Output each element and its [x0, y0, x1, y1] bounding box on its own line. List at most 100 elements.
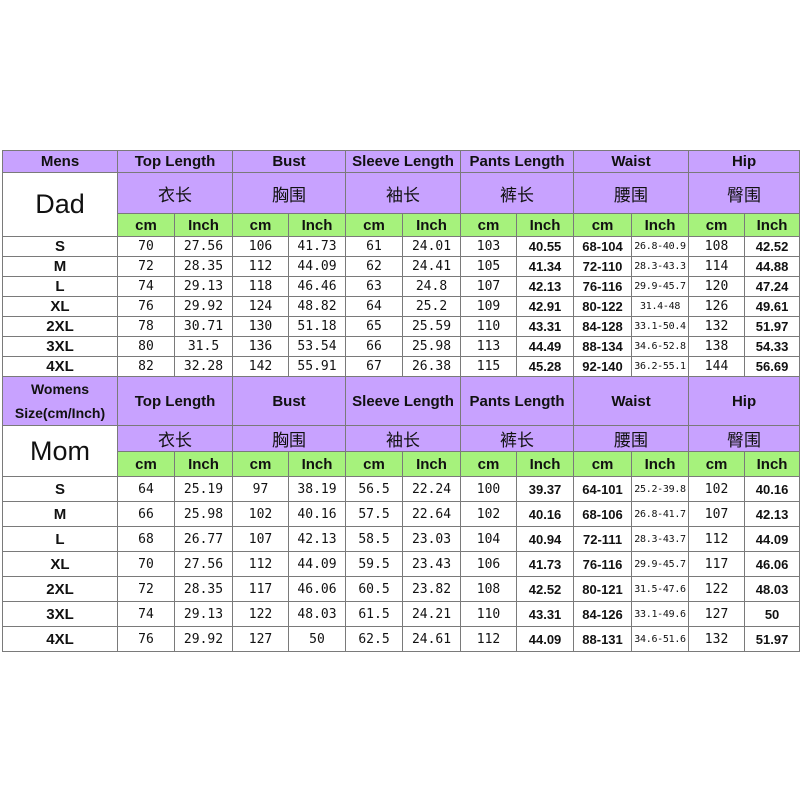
unit-header: cm	[460, 451, 518, 477]
value-cell: 23.03	[401, 526, 462, 552]
value-cell: 25.2	[401, 296, 462, 317]
value-cell: 122	[688, 576, 746, 602]
table-row: 3XL 80 31.5 136 53.54 66 25.98 113 44.49 88-134 34…	[2, 336, 800, 357]
column-header-cn: 袖长	[344, 425, 462, 452]
value-cell: 46.06	[288, 576, 346, 602]
womens-label-line2: Size(cm/Inch)	[14, 405, 106, 421]
value-cell: 72-111	[573, 526, 633, 552]
value-cell: 42.91	[516, 296, 575, 317]
value-cell: 42.13	[744, 501, 800, 527]
unit-header: Inch	[516, 213, 575, 237]
value-cell: 138	[688, 336, 746, 357]
unit-header: cm	[460, 213, 518, 237]
table-row: M 66 25.98 102 40.16 57.5 22.64 102 40.16 68-106 2…	[2, 501, 800, 527]
table-row: 4XL 82 32.28 142 55.91 67 26.38 115 45.28 92-140 3…	[2, 356, 800, 377]
value-cell: 112	[460, 626, 518, 652]
value-cell: 28.3-43.7	[631, 526, 690, 552]
value-cell: 120	[688, 276, 746, 297]
value-cell: 132	[688, 316, 746, 337]
value-cell: 74	[117, 276, 175, 297]
table-row: XL 76 29.92 124 48.82 64 25.2 109 42.91 80-122 31.…	[2, 296, 800, 317]
size-label: M	[2, 256, 118, 277]
unit-header: cm	[232, 213, 289, 237]
value-cell: 25.98	[174, 501, 233, 527]
value-cell: 70	[117, 551, 175, 577]
column-header: Bust	[232, 150, 346, 173]
value-cell: 29.13	[174, 276, 233, 297]
value-cell: 50	[288, 626, 346, 652]
value-cell: 41.73	[516, 551, 575, 577]
value-cell: 61.5	[345, 601, 403, 627]
table-row: 2XL 72 28.35 117 46.06 60.5 23.82 108 42.52 80-12…	[2, 576, 800, 602]
value-cell: 43.31	[516, 316, 575, 337]
size-label: 3XL	[2, 601, 118, 627]
value-cell: 68	[117, 526, 175, 552]
value-cell: 82	[117, 356, 175, 377]
column-header: Hip	[688, 376, 800, 426]
value-cell: 26.8-40.9	[631, 236, 690, 257]
womens-label-line1: Womens	[30, 381, 90, 397]
value-cell: 49.61	[744, 296, 800, 317]
value-cell: 142	[232, 356, 289, 377]
size-label: S	[2, 476, 118, 502]
value-cell: 26.77	[174, 526, 233, 552]
value-cell: 33.1-50.4	[631, 316, 690, 337]
value-cell: 44.09	[744, 526, 800, 552]
value-cell: 67	[345, 356, 403, 377]
value-cell: 76-116	[573, 276, 633, 297]
value-cell: 40.16	[288, 501, 346, 527]
column-header-cn: 裤长	[460, 425, 575, 452]
value-cell: 26.38	[401, 356, 462, 377]
value-cell: 29.9-45.7	[631, 276, 690, 297]
value-cell: 27.56	[174, 236, 233, 257]
value-cell: 59.5	[345, 551, 403, 577]
value-cell: 44.09	[516, 626, 575, 652]
value-cell: 30.71	[174, 316, 233, 337]
value-cell: 60.5	[345, 576, 403, 602]
value-cell: 105	[460, 256, 518, 277]
value-cell: 22.64	[401, 501, 462, 527]
value-cell: 42.13	[516, 276, 575, 297]
value-cell: 54.33	[744, 336, 800, 357]
unit-header: cm	[573, 451, 633, 477]
value-cell: 28.35	[174, 576, 233, 602]
unit-header: cm	[688, 213, 746, 237]
value-cell: 34.6-51.6	[631, 626, 690, 652]
value-cell: 22.24	[401, 476, 462, 502]
value-cell: 33.1-49.6	[631, 601, 690, 627]
value-cell: 58.5	[345, 526, 403, 552]
value-cell: 28.3-43.3	[631, 256, 690, 277]
value-cell: 102	[232, 501, 289, 527]
value-cell: 51.18	[288, 316, 346, 337]
column-header: Sleeve Length	[344, 150, 462, 173]
value-cell: 61	[345, 236, 403, 257]
value-cell: 39.37	[516, 476, 575, 502]
value-cell: 130	[232, 316, 289, 337]
value-cell: 107	[688, 501, 746, 527]
value-cell: 44.09	[288, 551, 346, 577]
size-label: 3XL	[2, 336, 118, 357]
value-cell: 41.73	[288, 236, 346, 257]
value-cell: 136	[232, 336, 289, 357]
value-cell: 107	[460, 276, 518, 297]
value-cell: 127	[688, 601, 746, 627]
value-cell: 42.52	[744, 236, 800, 257]
value-cell: 24.8	[401, 276, 462, 297]
value-cell: 44.88	[744, 256, 800, 277]
value-cell: 26.8-41.7	[631, 501, 690, 527]
value-cell: 144	[688, 356, 746, 377]
unit-header: Inch	[631, 213, 690, 237]
value-cell: 112	[232, 551, 289, 577]
value-cell: 74	[117, 601, 175, 627]
value-cell: 106	[460, 551, 518, 577]
column-header: Sleeve Length	[344, 376, 462, 426]
value-cell: 80-121	[573, 576, 633, 602]
value-cell: 48.03	[288, 601, 346, 627]
size-label: L	[2, 276, 118, 297]
value-cell: 76	[117, 626, 175, 652]
mens-section: Mens Top Length Bust Sleeve Length Pants Len…	[2, 150, 800, 377]
column-header: Pants Length	[460, 150, 575, 173]
value-cell: 84-126	[573, 601, 633, 627]
unit-header: Inch	[744, 213, 800, 237]
value-cell: 84-128	[573, 316, 633, 337]
